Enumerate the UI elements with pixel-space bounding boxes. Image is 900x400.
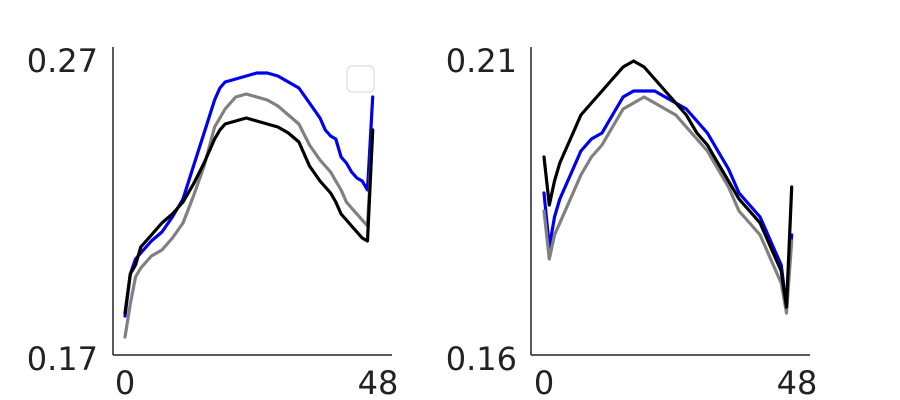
- left-x-tick-start: 0: [115, 364, 135, 400]
- right-series-line-0: [542, 89, 794, 309]
- left-series-layer: [123, 71, 375, 339]
- left-y-tick-max: 0.27: [27, 42, 98, 80]
- right-x-tick-start: 0: [534, 364, 554, 400]
- left-series-line-2: [123, 116, 375, 315]
- left-chart-panel: 0.27 0.17 0 48: [27, 42, 399, 400]
- legend-box: [346, 65, 375, 93]
- left-series-line-1: [123, 92, 375, 339]
- left-series-line-0: [123, 71, 375, 318]
- right-x-tick-end: 48: [777, 364, 818, 400]
- right-chart-panel: 0.21 0.16 0 48: [446, 42, 818, 400]
- right-y-tick-max: 0.21: [446, 42, 517, 80]
- right-series-line-2: [542, 59, 794, 309]
- left-y-tick-min: 0.17: [27, 340, 98, 378]
- left-x-tick-end: 48: [358, 364, 399, 400]
- right-series-layer: [542, 59, 794, 315]
- right-series-line-1: [542, 95, 794, 315]
- right-y-tick-min: 0.16: [446, 340, 517, 378]
